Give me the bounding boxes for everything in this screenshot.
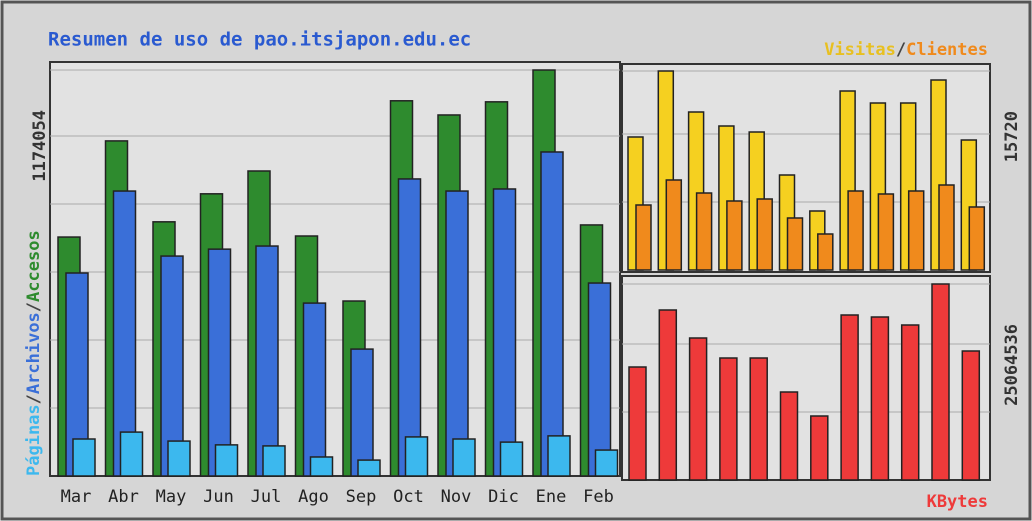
bar [931,283,950,481]
x-tick-label: Sep [346,487,377,507]
bar [726,200,743,271]
bar [658,309,678,481]
legend-entry: Visitas [824,40,896,60]
bar [255,245,279,477]
panel-hits [49,61,621,477]
bar [695,192,713,271]
panel-visits [621,63,991,273]
bar [214,444,239,477]
bar [540,151,564,477]
bar [840,314,859,481]
bar [786,217,804,271]
bar [357,459,381,477]
bar [665,179,683,271]
bar [72,438,96,477]
bar [900,324,920,481]
bar [877,193,895,271]
bar [688,337,708,481]
legend-entry: Accesos [24,230,44,302]
x-tick-label: Jun [203,487,234,507]
bar [779,391,799,481]
chart-title: Resumen de uso de pao.itsjapon.edu.ec [48,29,471,51]
bar [492,188,517,477]
bar [961,350,981,481]
x-tick-label: Mar [61,487,92,507]
bar [749,357,768,481]
legend-separator: / [24,394,44,404]
bar [499,441,524,477]
panel-kbytes [621,275,991,481]
legend-entry: KBytes [927,492,988,512]
x-tick-label: Jul [251,487,282,507]
bar [628,366,647,481]
bar [302,302,327,477]
x-tick-label: Ene [536,487,567,507]
bar [452,438,476,477]
bar [404,436,429,477]
bar [847,190,864,271]
x-tick-label: Ago [298,487,329,507]
bar [719,357,738,481]
legend: Visitas/Clientes [824,40,988,60]
bar [870,316,890,481]
bar [756,198,773,271]
bar [968,206,986,271]
y-tick-label: 25064536 [1002,324,1022,406]
x-tick-label: Oct [393,487,424,507]
bar [810,415,829,481]
bar [445,190,469,477]
bar [547,435,571,477]
bar [350,348,374,477]
bar [587,282,612,477]
bar [635,204,652,271]
x-tick-label: Dic [488,487,519,507]
x-tick-label: Abr [108,487,139,507]
x-tick-label: Nov [441,487,472,507]
x-tick-label: Feb [583,487,614,507]
bar [938,184,955,271]
legend-entry: Archivos [24,312,44,394]
legend-entry: Clientes [906,40,988,60]
bar [262,445,286,477]
bar [817,233,834,271]
bar [167,440,191,477]
legend-separator: / [24,302,44,312]
bar [119,431,144,477]
bar [207,248,232,477]
bar [309,456,334,477]
x-tick-label: May [156,487,187,507]
bar [907,190,925,271]
y-tick-label: 1174054 [30,110,50,182]
legend-separator: / [896,40,906,60]
y-tick-label: 15720 [1002,111,1022,162]
bar [397,178,422,477]
legend: Páginas/Archivos/Accesos [24,230,44,476]
bar [594,449,619,477]
legend-entry: Páginas [24,404,44,476]
